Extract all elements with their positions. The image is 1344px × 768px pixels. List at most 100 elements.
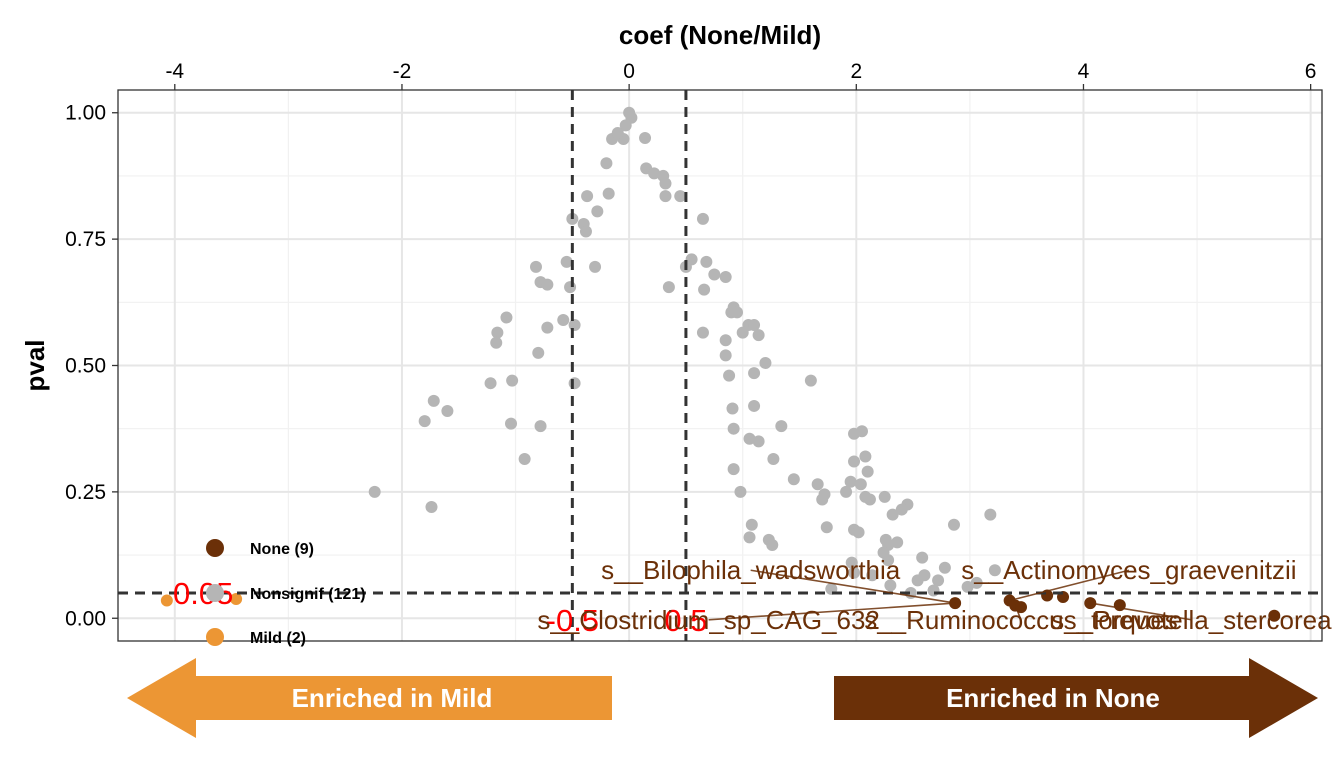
data-point-nonsignif [700,255,713,268]
legend-label: Mild (2) [250,630,306,647]
data-point-nonsignif [787,473,800,486]
threshold-label-coef-low: -0.5 [546,603,599,638]
data-point-nonsignif [589,260,602,273]
data-point-nonsignif [961,580,974,593]
data-point-nonsignif [743,531,756,544]
data-point-nonsignif [820,521,833,534]
data-point-nonsignif [696,326,709,339]
data-point-nonsignif [848,566,861,579]
data-point-nonsignif [600,157,613,170]
data-point-none [1015,601,1027,614]
annotation-leader-line [1009,569,1130,602]
data-point-nonsignif [767,453,780,466]
data-point-nonsignif [727,422,740,435]
data-point-nonsignif [490,336,503,349]
data-point-nonsignif [884,579,897,592]
data-point-nonsignif [736,326,749,339]
data-point-nonsignif [639,132,652,145]
data-point-none [1268,609,1281,622]
data-point-nonsignif [648,167,661,180]
data-point-nonsignif [816,493,829,506]
annotation-label: s__Actinomyces_graevenitzii [961,555,1296,585]
x-tick-label: -2 [393,60,412,83]
data-point-nonsignif [895,503,908,516]
data-point-nonsignif [734,485,747,498]
y-tick-label: 0.00 [65,607,106,630]
enrichment-arrows: Enriched in Mild Enriched in None [127,658,1318,738]
data-point-nonsignif [591,205,604,218]
y-axis-title: pval [20,339,50,391]
data-point-nonsignif [727,463,740,476]
data-point-nonsignif [845,556,858,569]
data-point-nonsignif [541,278,554,291]
threshold-label-pval: 0.05 [173,576,233,611]
data-point-nonsignif [866,569,879,582]
x-tick-label: 4 [1078,60,1090,83]
data-point-nonsignif [748,399,761,412]
annotation-leader-line [1014,605,1022,621]
grid [118,90,1322,641]
legend: None (9) Nonsignif (121) Mild (2) [206,539,366,647]
arrow-left-shape [127,658,612,738]
data-point-nonsignif [878,490,891,503]
annotation-label: s__Ruminococcus_torques [864,605,1178,635]
data-point-nonsignif [719,349,732,362]
data-point-nonsignif [659,177,672,190]
data-point-nonsignif [855,425,868,438]
data-point-nonsignif [743,432,756,445]
annotation-label: s__Prevotella_stercorea [1051,605,1332,635]
data-point-nonsignif [708,268,721,281]
data-point-nonsignif [859,450,872,463]
data-point-nonsignif [581,190,594,203]
arrow-left-label: Enriched in Mild [292,683,493,713]
data-point-nonsignif [541,321,554,334]
threshold-label-coef-high: 0.5 [664,603,707,638]
annotation-leader-line [708,602,956,621]
data-point-nonsignif [844,475,857,488]
data-point-nonsignif [564,281,577,294]
x-tick-label: -4 [165,60,184,83]
data-point-nonsignif [748,367,761,380]
data-point-nonsignif [811,478,824,491]
data-point-nonsignif [938,561,951,574]
data-point-nonsignif [484,377,497,390]
data-point-nonsignif [848,455,861,468]
data-point-nonsignif [723,369,736,382]
x-tick-label: 0 [623,60,635,83]
data-point-nonsignif [368,485,381,498]
data-point-nonsignif [932,574,945,587]
data-point-nonsignif [748,319,761,332]
data-point-nonsignif [911,574,924,587]
data-point-nonsignif [674,190,687,203]
axes: -4 -2 0 2 4 6 coef (None/Mild) 0.00 0.25 0.50 0.75… [20,20,1323,642]
x-tick-label: 2 [850,60,862,83]
arrow-right-label: Enriched in None [946,683,1160,713]
data-point-nonsignif [418,415,431,428]
data-point-nonsignif [882,554,895,567]
data-point-nonsignif [731,306,744,319]
data-point-mild [160,594,173,607]
data-point-nonsignif [775,420,788,433]
y-tick-label: 1.00 [65,102,106,125]
annotation-label: s__Bilophila_wadsworthia [601,555,901,585]
legend-label: Nonsignif (121) [250,586,366,603]
legend-label: None (9) [250,541,314,558]
data-point-nonsignif [568,319,581,332]
data-point-nonsignif [557,314,570,327]
data-point-nonsignif [726,402,739,415]
annotation-leader-line [750,569,956,604]
data-point-nonsignif [854,478,867,491]
annotation-leader-line [1090,602,1192,621]
data-point-nonsignif [852,526,865,539]
data-point-nonsignif [863,493,876,506]
legend-key-none [206,539,224,557]
data-point-nonsignif [752,435,765,448]
y-tick-label: 0.75 [65,228,106,251]
data-point-nonsignif [766,538,779,551]
legend-key-mild [206,628,224,646]
data-point-nonsignif [425,501,438,514]
data-point-nonsignif [662,281,675,294]
data-points [160,106,1281,622]
data-point-nonsignif [861,465,874,478]
